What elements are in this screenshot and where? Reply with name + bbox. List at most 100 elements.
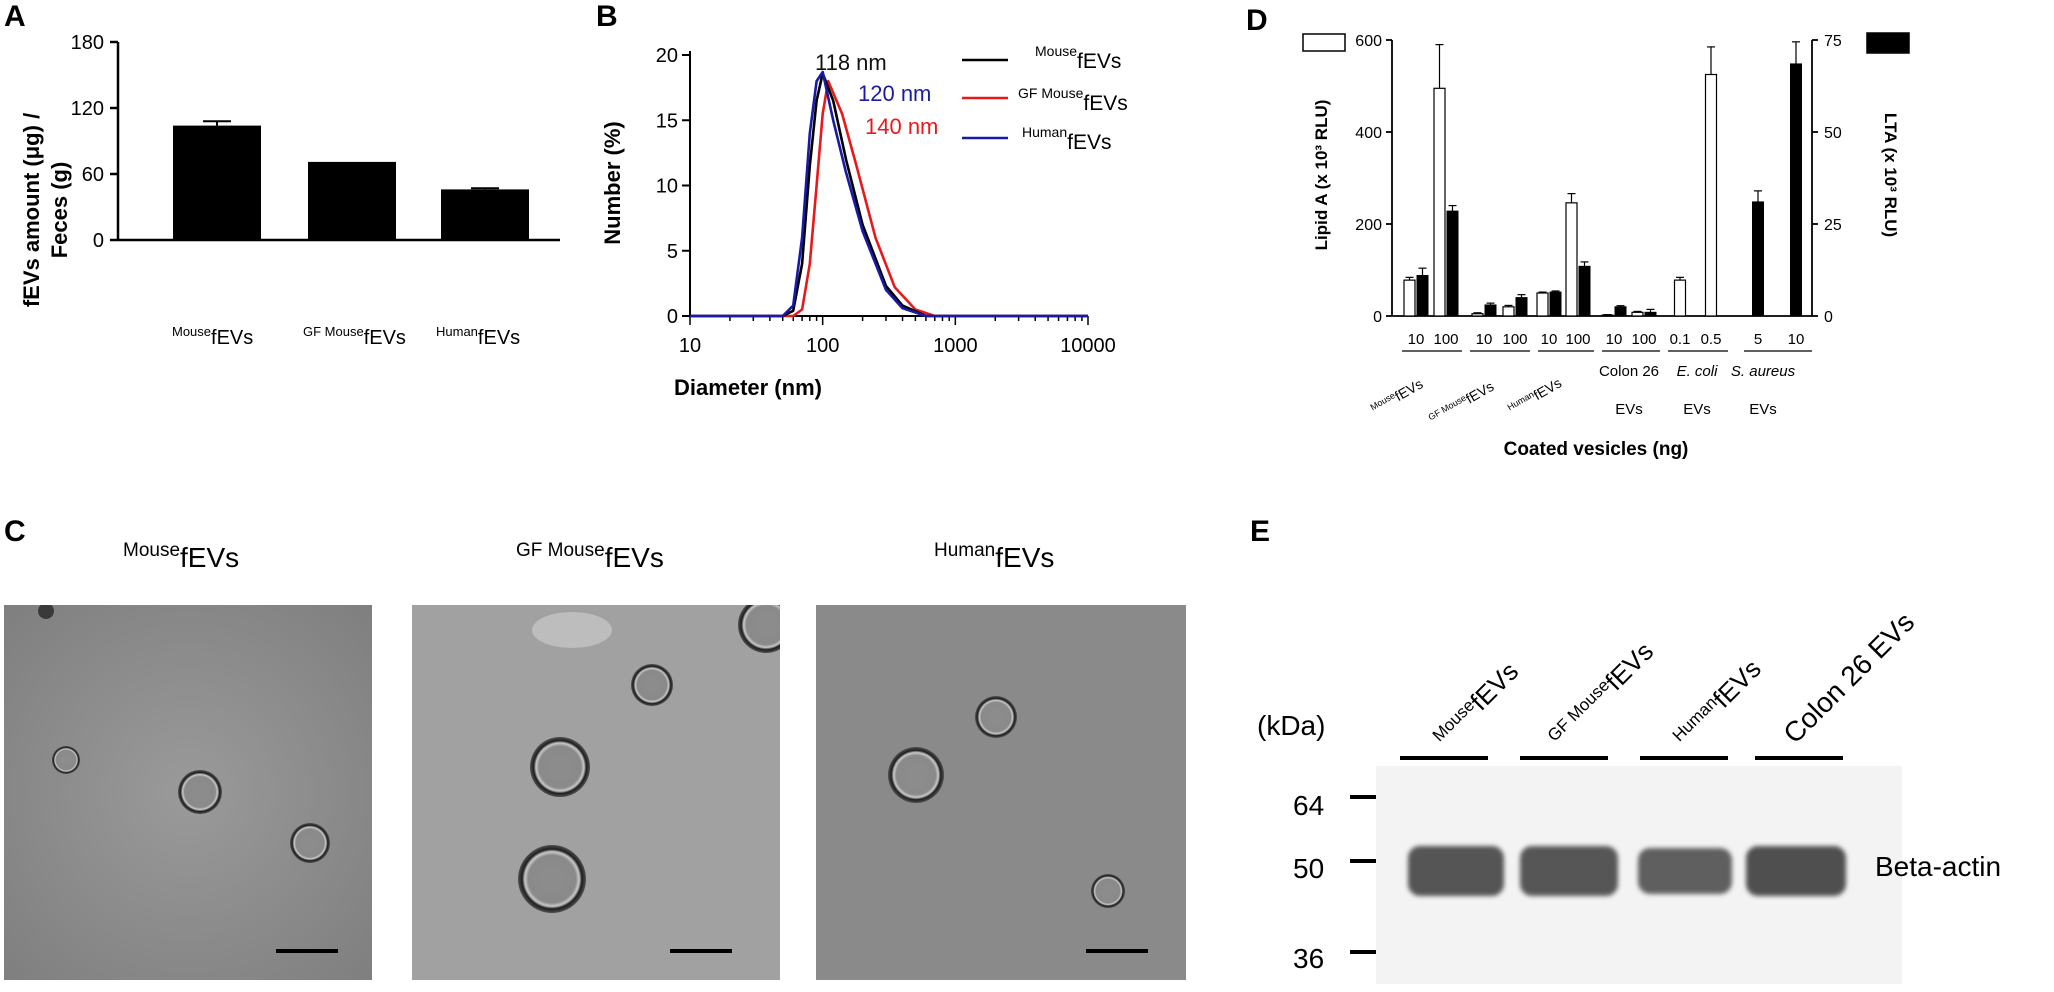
panel-c-label-human: HumanfEVs — [934, 540, 1054, 574]
panel-d-group-colon26-line1: Colon 26 — [1599, 363, 1659, 380]
lane-2-sup: GF Mouse — [1544, 676, 1614, 746]
panel-b-series-line — [690, 79, 1088, 318]
scale-bar — [670, 949, 732, 953]
band-lane-2 — [1520, 846, 1618, 896]
panel-d-bar-lta — [1549, 291, 1562, 317]
band-lane-1 — [1408, 846, 1504, 896]
panel-a-ytick-label: 0 — [93, 230, 104, 252]
panel-c-label-human-main: fEVs — [995, 542, 1055, 573]
em-image-gf-mouse-fevs — [412, 605, 780, 980]
panel-b-legend-mouse-sup: Mouse — [1035, 43, 1077, 59]
panel-d-bar-lipid-a — [1673, 279, 1687, 317]
em-image-mouse-fevs — [4, 605, 372, 980]
marker-tick-36 — [1350, 950, 1378, 954]
panel-c-label-mouse: MousefEVs — [123, 540, 239, 574]
panel-letter-c: C — [4, 515, 26, 548]
panel-d-ytick-left-label: 200 — [1355, 217, 1382, 234]
vesicle — [738, 605, 780, 653]
panel-b-xlabel: Diameter (nm) — [674, 375, 822, 400]
panel-d-ytick-left-label: 400 — [1355, 125, 1382, 142]
lane-bar-2 — [1520, 756, 1608, 760]
panel-d-ytick-right-label: 25 — [1824, 217, 1842, 234]
panel-a-xlabel-gf-main: fEVs — [364, 327, 406, 349]
lane-bar-3 — [1640, 756, 1728, 760]
panel-b-legend: MousefEVs GF MousefEVs HumanfEVs — [962, 43, 1128, 154]
lane-bar-1 — [1400, 756, 1488, 760]
panel-c-label-gf-mouse: GF MousefEVs — [516, 540, 664, 574]
panel-d-group-saureus-line2: EVs — [1749, 401, 1777, 418]
panel-d-ytick-right-label: 0 — [1824, 309, 1833, 326]
panel-d-bar-lta — [1416, 275, 1429, 317]
panel-b-chart: Number (%) Diameter (nm) 0 5 10 15 20 10 100 10… — [600, 43, 1128, 400]
panel-d-dose-label: 10 — [1476, 331, 1493, 348]
panel-d-dose-label: 10 — [1541, 331, 1558, 348]
panel-d-bar-lipid-a — [1502, 306, 1515, 317]
panel-d-group-mouse-main: fEVs — [1392, 375, 1426, 404]
panel-b-legend-mouse-main: fEVs — [1077, 50, 1121, 73]
panel-d-ytick-right-label: 75 — [1824, 33, 1842, 50]
panel-e-western-blot: (kDa) 64 50 36 MousefEVs GF MousefEVs Hu… — [1257, 606, 2001, 984]
panel-e-marker-64: 64 — [1293, 790, 1324, 821]
panel-a-xlabel-mouse: MousefEVs — [172, 324, 253, 349]
panel-c-label-human-sup: Human — [934, 540, 996, 561]
panel-d-dose-label: 10 — [1408, 331, 1425, 348]
panel-b-ytick-label: 0 — [667, 306, 678, 328]
panel-a-xlabel-human: HumanfEVs — [436, 324, 520, 349]
panel-e-marker-50: 50 — [1293, 853, 1324, 884]
panel-b-ylabel: Number (%) — [600, 121, 625, 244]
panel-d-dose-label: 0.1 — [1670, 331, 1691, 348]
panel-a-bar — [441, 189, 529, 240]
lane-bar-4 — [1755, 756, 1843, 760]
panel-d-group-gf-mouse: GF MousefEVs — [1427, 378, 1497, 428]
panel-d-group-mouse: MousefEVs — [1369, 375, 1426, 417]
panel-e-lane-label-4: Colon 26 EVs — [1777, 606, 1920, 749]
panel-a-bar — [173, 125, 261, 240]
panel-d-xlabel: Coated vesicles (ng) — [1504, 439, 1689, 460]
panel-b-series-line — [690, 70, 1088, 318]
panel-a-xlabel-mouse-main: fEVs — [211, 327, 253, 349]
panel-b-xtick-label: 100 — [806, 335, 839, 357]
panel-a-ylabel: fEVs amount (μg) / Feces (g) — [19, 113, 72, 307]
panel-d-dose-label: 10 — [1606, 331, 1623, 348]
panel-d-bar-lta — [1790, 63, 1802, 317]
panel-a-ytick-label: 60 — [82, 164, 104, 186]
panel-d-bar-lta — [1515, 297, 1528, 317]
panel-d-bar-lipid-a — [1471, 313, 1484, 317]
panel-a-xlabel-gf-mouse: GF MousefEVs — [303, 324, 406, 349]
panel-b-ytick-label: 15 — [656, 110, 678, 132]
panel-letter-a: A — [4, 0, 26, 33]
panel-d-dose-label: 100 — [1502, 331, 1527, 348]
panel-b-legend-gf-main: fEVs — [1083, 92, 1127, 115]
panel-d-group-saureus-line1: S. aureus — [1731, 363, 1796, 380]
panel-d-group-ecoli-line1: E. coli — [1677, 363, 1719, 380]
panel-d-bar-lta — [1614, 306, 1627, 317]
scale-bar — [276, 949, 338, 953]
panel-d-bar-lta — [1578, 265, 1591, 317]
band-lane-3 — [1638, 848, 1732, 894]
panel-d-bar-lipid-a — [1536, 292, 1549, 317]
panel-b-legend-gf-sup: GF Mouse — [1018, 85, 1084, 101]
panel-b-legend-human-main: fEVs — [1067, 131, 1111, 154]
panel-d-bar-lipid-a — [1403, 279, 1416, 317]
panel-d-dose-label: 100 — [1631, 331, 1656, 348]
panel-d-bar-lipid-a — [1565, 202, 1578, 317]
panel-d-chart: Lipid A (x 10³ RLU) LTA (x 10³ RLU) 0 200… — [1302, 32, 1910, 460]
panel-a-bar — [308, 161, 396, 240]
panel-d-bar-lta — [1644, 311, 1657, 317]
panel-d-bar-lipid-a — [1704, 73, 1718, 317]
vesicle — [52, 746, 80, 774]
panel-b-xtick-label: 10 — [679, 335, 701, 357]
vesicle — [290, 823, 330, 863]
marker-tick-64 — [1350, 795, 1378, 799]
panel-d-legend-open-box — [1302, 33, 1346, 52]
panel-b-series-line — [690, 72, 1088, 318]
panel-letter-d: D — [1246, 4, 1268, 37]
panel-b-legend-human-sup: Human — [1022, 124, 1067, 140]
panel-letter-b: B — [596, 0, 618, 33]
panel-a-xlabels: MousefEVs GF MousefEVs HumanfEVs — [172, 324, 520, 349]
panel-d-bar-lta — [1484, 304, 1497, 317]
panel-d-dose-label: 10 — [1788, 331, 1805, 348]
panel-e-unit: (kDa) — [1257, 710, 1325, 741]
panel-b-legend-gf-mouse: GF MousefEVs — [1018, 85, 1128, 115]
